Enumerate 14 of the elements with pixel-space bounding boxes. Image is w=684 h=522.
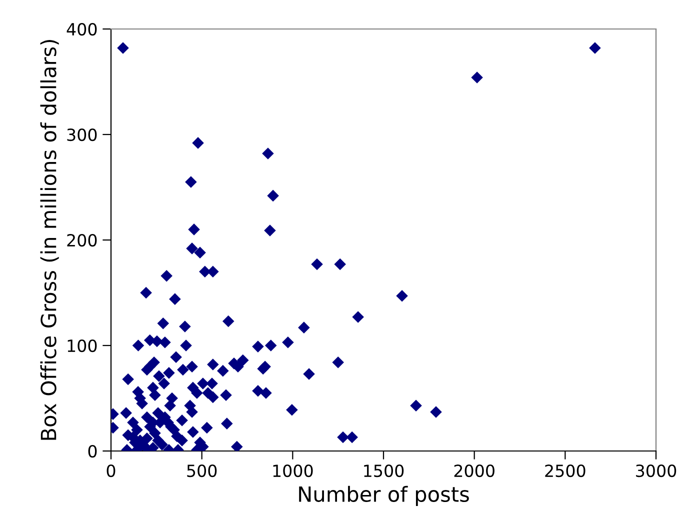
x-tick-label: 2500 xyxy=(545,464,586,478)
y-tick-label: 100 xyxy=(68,339,97,352)
x-tick-label: 0 xyxy=(106,464,116,478)
x-axis-title: Number of posts xyxy=(299,486,469,506)
y-tick-label: 400 xyxy=(66,22,97,36)
x-tick-label: 2000 xyxy=(454,464,494,478)
y-tick-label: 200 xyxy=(67,234,97,247)
y-axis-title: Box Office Gross (in millions of dollars) xyxy=(40,40,59,440)
x-tick-label: 1500 xyxy=(364,464,404,478)
x-tick-label: 1000 xyxy=(273,464,313,478)
y-tick-label: 300 xyxy=(67,128,97,142)
y-tick-label: 0 xyxy=(88,444,97,458)
x-tick-label: 3000 xyxy=(636,464,676,478)
x-tick-label: 500 xyxy=(187,464,217,478)
